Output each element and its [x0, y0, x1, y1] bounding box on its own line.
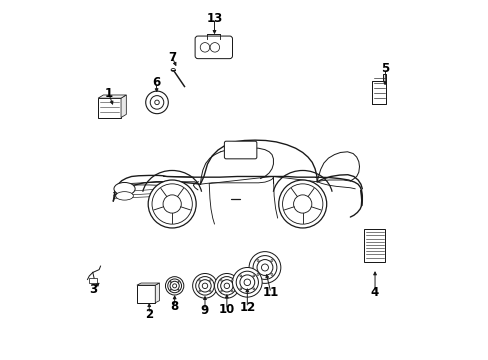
Circle shape	[202, 283, 207, 289]
Circle shape	[199, 280, 211, 292]
Polygon shape	[98, 95, 126, 98]
Circle shape	[170, 289, 171, 291]
Polygon shape	[121, 95, 126, 118]
Circle shape	[172, 284, 176, 288]
Circle shape	[220, 291, 222, 292]
Circle shape	[232, 267, 262, 297]
Text: 6: 6	[152, 76, 160, 90]
Circle shape	[282, 184, 322, 224]
Circle shape	[270, 274, 272, 275]
Circle shape	[261, 264, 268, 271]
Circle shape	[170, 281, 179, 291]
Bar	[137, 285, 155, 303]
Ellipse shape	[171, 68, 175, 71]
Ellipse shape	[114, 183, 135, 195]
Circle shape	[257, 260, 272, 275]
Circle shape	[244, 279, 250, 285]
Circle shape	[200, 42, 209, 52]
Circle shape	[220, 280, 222, 281]
Circle shape	[231, 291, 233, 292]
Circle shape	[145, 91, 168, 114]
Circle shape	[199, 280, 200, 281]
Text: 8: 8	[170, 300, 179, 313]
Circle shape	[163, 195, 181, 213]
Circle shape	[154, 100, 159, 105]
Ellipse shape	[116, 192, 133, 200]
Text: 1: 1	[104, 87, 113, 100]
Circle shape	[278, 180, 326, 228]
Circle shape	[167, 279, 181, 293]
Circle shape	[178, 289, 179, 291]
Circle shape	[293, 195, 311, 213]
Circle shape	[152, 184, 192, 224]
Circle shape	[195, 276, 214, 295]
Polygon shape	[155, 283, 159, 303]
Circle shape	[192, 274, 217, 298]
FancyBboxPatch shape	[224, 141, 256, 159]
Circle shape	[150, 96, 163, 109]
Circle shape	[240, 275, 241, 277]
Circle shape	[148, 180, 196, 228]
Circle shape	[252, 288, 254, 290]
Circle shape	[240, 288, 241, 290]
Text: 12: 12	[239, 301, 255, 314]
Text: 4: 4	[370, 287, 378, 300]
Text: 5: 5	[381, 62, 389, 75]
Circle shape	[209, 280, 211, 281]
Circle shape	[248, 252, 280, 283]
Bar	[98, 98, 121, 118]
Text: 9: 9	[201, 304, 209, 317]
Circle shape	[240, 275, 254, 290]
Circle shape	[170, 281, 171, 282]
Text: 7: 7	[168, 51, 176, 64]
Circle shape	[270, 260, 272, 261]
Text: 3: 3	[88, 283, 97, 296]
Circle shape	[210, 42, 219, 52]
Bar	[88, 278, 97, 283]
Circle shape	[214, 274, 239, 298]
Circle shape	[209, 291, 211, 292]
Circle shape	[231, 280, 233, 281]
Circle shape	[199, 291, 200, 292]
Text: 2: 2	[145, 307, 153, 320]
Circle shape	[257, 260, 259, 261]
Circle shape	[178, 281, 179, 282]
FancyBboxPatch shape	[195, 36, 232, 59]
Circle shape	[220, 280, 233, 292]
Circle shape	[236, 271, 258, 293]
Bar	[364, 229, 384, 262]
Polygon shape	[137, 283, 159, 285]
Circle shape	[217, 276, 236, 295]
Text: 13: 13	[206, 12, 222, 25]
Circle shape	[252, 275, 254, 277]
Circle shape	[252, 256, 276, 279]
Circle shape	[224, 283, 229, 289]
Circle shape	[165, 277, 183, 295]
Circle shape	[257, 274, 259, 275]
Text: 11: 11	[262, 287, 279, 300]
Text: 10: 10	[218, 303, 235, 316]
